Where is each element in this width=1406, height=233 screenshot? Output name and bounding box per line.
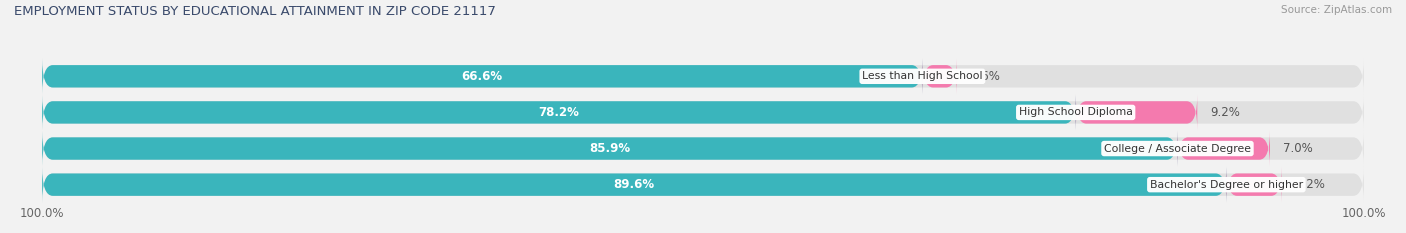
Text: 78.2%: 78.2% bbox=[538, 106, 579, 119]
FancyBboxPatch shape bbox=[1177, 131, 1270, 166]
Text: 9.2%: 9.2% bbox=[1211, 106, 1240, 119]
Text: EMPLOYMENT STATUS BY EDUCATIONAL ATTAINMENT IN ZIP CODE 21117: EMPLOYMENT STATUS BY EDUCATIONAL ATTAINM… bbox=[14, 5, 496, 18]
Text: Source: ZipAtlas.com: Source: ZipAtlas.com bbox=[1281, 5, 1392, 15]
FancyBboxPatch shape bbox=[922, 59, 956, 94]
FancyBboxPatch shape bbox=[1226, 167, 1282, 202]
FancyBboxPatch shape bbox=[42, 95, 1076, 130]
FancyBboxPatch shape bbox=[42, 167, 1226, 202]
Text: 89.6%: 89.6% bbox=[613, 178, 655, 191]
Text: 7.0%: 7.0% bbox=[1284, 142, 1313, 155]
FancyBboxPatch shape bbox=[42, 95, 1364, 130]
Text: 66.6%: 66.6% bbox=[461, 70, 503, 83]
FancyBboxPatch shape bbox=[42, 59, 1364, 94]
FancyBboxPatch shape bbox=[42, 167, 1364, 202]
Text: High School Diploma: High School Diploma bbox=[1019, 107, 1133, 117]
Text: 2.6%: 2.6% bbox=[970, 70, 1000, 83]
FancyBboxPatch shape bbox=[42, 131, 1364, 166]
Text: College / Associate Degree: College / Associate Degree bbox=[1104, 144, 1251, 154]
Text: Less than High School: Less than High School bbox=[862, 71, 983, 81]
FancyBboxPatch shape bbox=[1076, 95, 1198, 130]
FancyBboxPatch shape bbox=[42, 131, 1177, 166]
Text: 4.2%: 4.2% bbox=[1295, 178, 1324, 191]
Text: Bachelor's Degree or higher: Bachelor's Degree or higher bbox=[1150, 180, 1303, 190]
FancyBboxPatch shape bbox=[42, 59, 922, 94]
Text: 85.9%: 85.9% bbox=[589, 142, 630, 155]
